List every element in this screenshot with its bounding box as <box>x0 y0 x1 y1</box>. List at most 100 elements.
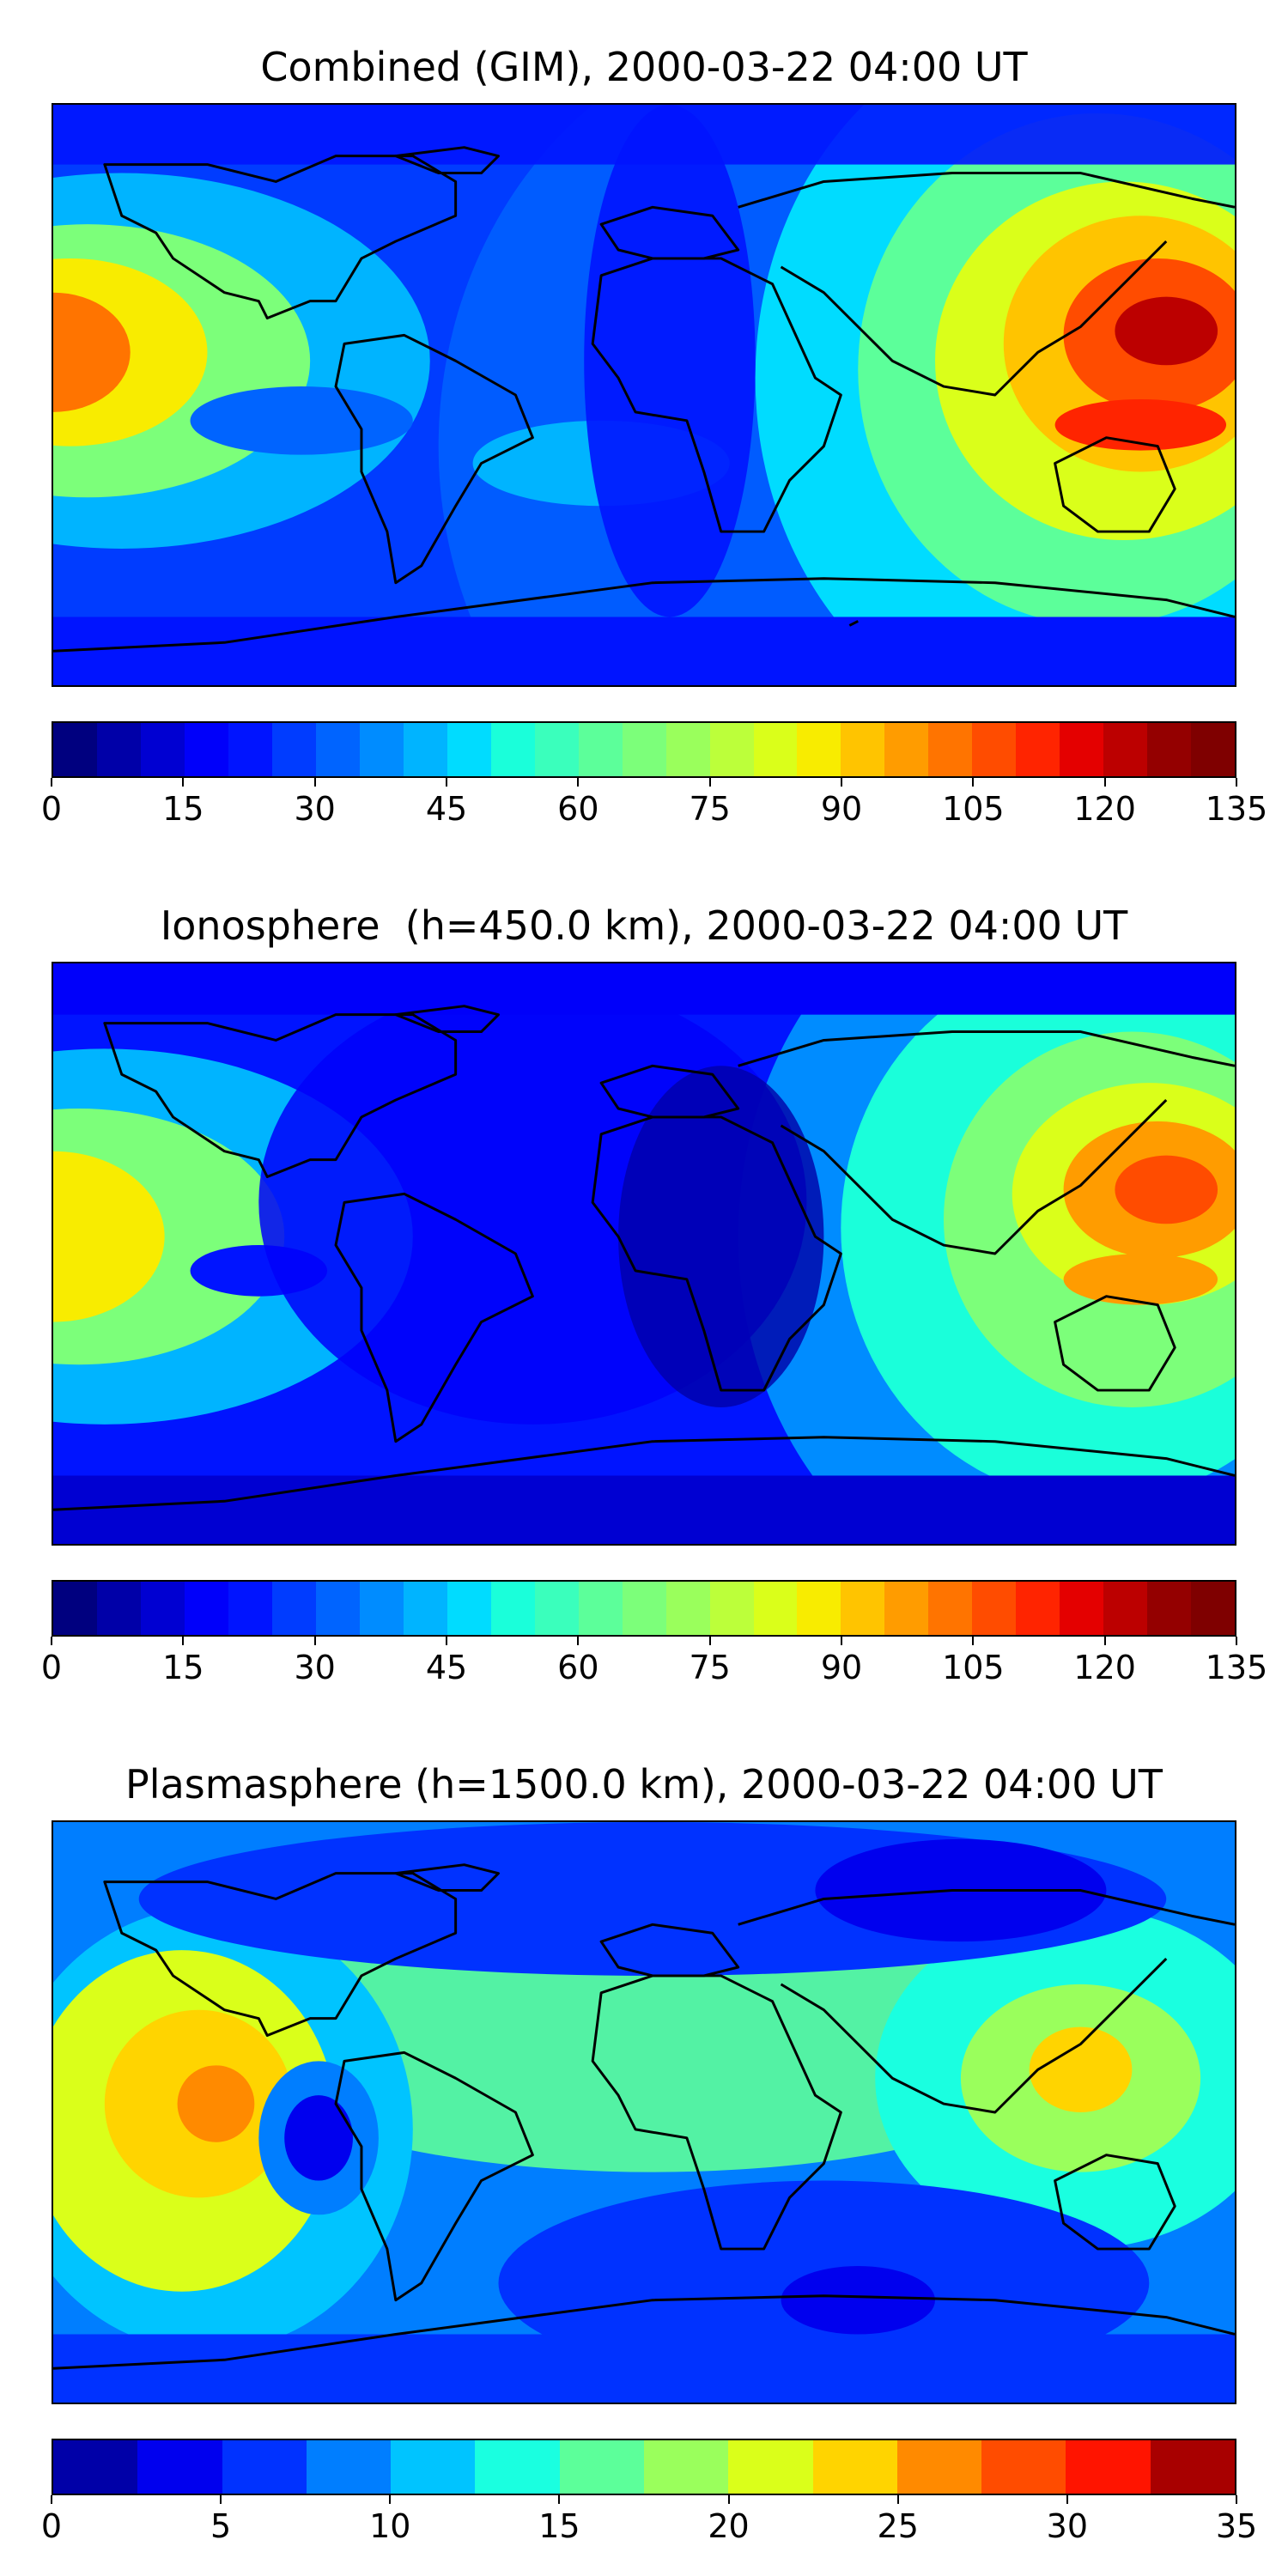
colorbar-tick <box>1236 778 1237 787</box>
colorbar-segment <box>812 2440 897 2494</box>
tec-contours <box>53 963 1235 1544</box>
colorbar-tick-label: 15 <box>538 2507 580 2545</box>
colorbar-segment <box>534 723 579 776</box>
colorbar-segment <box>884 1582 929 1635</box>
colorbar-segment <box>622 723 666 776</box>
colorbar-segment <box>53 2440 138 2494</box>
colorbar-segment <box>271 723 316 776</box>
colorbar-segment <box>228 723 272 776</box>
colorbar-segment <box>1150 2440 1235 2494</box>
colorbar-segment <box>884 723 929 776</box>
colorbar-tick-label: 75 <box>689 1649 731 1686</box>
colorbar <box>52 721 1236 778</box>
colorbar-segment <box>271 1582 316 1635</box>
colorbar-segment <box>184 723 228 776</box>
colorbar-segment <box>1191 723 1236 776</box>
colorbar-segment <box>53 723 97 776</box>
colorbar-segment <box>359 723 404 776</box>
colorbar-tick <box>51 778 52 787</box>
colorbar-segment <box>184 1582 228 1635</box>
colorbar-segment <box>841 1582 885 1635</box>
colorbar-segment <box>1147 1582 1192 1635</box>
colorbar-segment <box>53 1582 97 1635</box>
colorbar-tick <box>841 778 842 787</box>
colorbar-segment <box>403 1582 447 1635</box>
colorbar-segment <box>490 723 535 776</box>
coastlines <box>53 1005 1235 1511</box>
colorbar-segment <box>306 2440 392 2494</box>
colorbar-tick-label: 90 <box>820 1649 863 1686</box>
colorbar-tick <box>51 1637 52 1645</box>
colorbar-tick-label: 105 <box>942 790 1005 828</box>
colorbar-segment <box>222 2440 307 2494</box>
colorbar-tick-label: 45 <box>425 1649 468 1686</box>
colorbar-tick <box>972 778 975 787</box>
tec-contours <box>53 1822 1235 2403</box>
colorbar-tick-label: 35 <box>1215 2507 1258 2545</box>
tec-contours <box>53 105 1235 685</box>
colorbar-segment <box>643 2440 729 2494</box>
colorbar-segment <box>140 1582 185 1635</box>
colorbar-tick <box>1236 2495 1237 2504</box>
colorbar-segment <box>1016 723 1060 776</box>
map-plot <box>52 103 1236 687</box>
colorbar-tick <box>1066 2495 1068 2504</box>
colorbar-tick-label: 90 <box>820 790 863 828</box>
colorbar-segment <box>1147 723 1192 776</box>
colorbar-segment <box>622 1582 666 1635</box>
chart-title: Plasmasphere (h=1500.0 km), 2000-03-22 0… <box>125 1761 1163 1807</box>
colorbar-tick <box>577 778 580 787</box>
colorbar-tick <box>577 1637 580 1645</box>
colorbar-segment <box>1016 1582 1060 1635</box>
colorbar-segment <box>1103 723 1148 776</box>
panel-plasmasphere: Plasmasphere (h=1500.0 km), 2000-03-22 0… <box>0 1717 1288 2576</box>
colorbar-segment <box>797 1582 841 1635</box>
colorbar-segment <box>490 1582 535 1635</box>
colorbar-segment <box>709 723 754 776</box>
panel-combined: Combined (GIM), 2000-03-22 04:00 UT <box>0 0 1288 859</box>
colorbar-segment <box>1103 1582 1148 1635</box>
colorbar-tick-label: 0 <box>40 2507 63 2545</box>
colorbar-tick <box>182 778 185 787</box>
colorbar-segment <box>1066 2440 1151 2494</box>
colorbar-segment <box>928 723 973 776</box>
colorbar-tick-label: 15 <box>162 1649 204 1686</box>
colorbar-segment <box>896 2440 982 2494</box>
coastlines <box>53 146 1235 653</box>
colorbar-tick <box>446 1637 447 1645</box>
colorbar-segment <box>928 1582 973 1635</box>
colorbar-segment <box>391 2440 476 2494</box>
colorbar-tick-label: 20 <box>708 2507 750 2545</box>
colorbar-tick <box>972 1637 975 1645</box>
colorbar-segment <box>972 723 1017 776</box>
colorbar-segment <box>841 723 885 776</box>
colorbar-segment <box>1060 1582 1104 1635</box>
colorbar-ticks: 0 5 10 15 20 25 30 35 <box>41 2495 1257 2547</box>
colorbar-tick-label: 135 <box>1205 1649 1268 1686</box>
colorbar-segment <box>228 1582 272 1635</box>
colorbar-tick-label: 10 <box>369 2507 411 2545</box>
map-plot <box>52 962 1236 1546</box>
colorbar <box>52 1580 1236 1637</box>
colorbar-segment <box>1191 1582 1236 1635</box>
colorbar-segment <box>665 1582 710 1635</box>
colorbar-tick-label: 60 <box>557 1649 599 1686</box>
colorbar-tick <box>1236 1637 1237 1645</box>
colorbar-segment <box>447 723 491 776</box>
colorbar-segment <box>140 723 185 776</box>
colorbar-ticks: 0 15 30 45 60 75 90 105 120 135 <box>41 1637 1267 1688</box>
colorbar-segment <box>447 1582 491 1635</box>
colorbar-tick-label: 120 <box>1073 1649 1136 1686</box>
colorbar-segment <box>315 723 360 776</box>
colorbar-tick-label: 60 <box>557 790 599 828</box>
colorbar-segment <box>359 1582 404 1635</box>
colorbar-tick-label: 75 <box>689 790 731 828</box>
colorbar-tick <box>896 2495 899 2504</box>
colorbar-tick-label: 5 <box>210 2507 232 2545</box>
colorbar-segment <box>797 723 841 776</box>
colorbar-tick <box>313 1637 316 1645</box>
colorbar-segment <box>981 2440 1066 2494</box>
heatmap-field <box>53 1822 1235 2403</box>
colorbar-tick <box>51 2495 52 2504</box>
colorbar-tick-label: 135 <box>1205 790 1268 828</box>
